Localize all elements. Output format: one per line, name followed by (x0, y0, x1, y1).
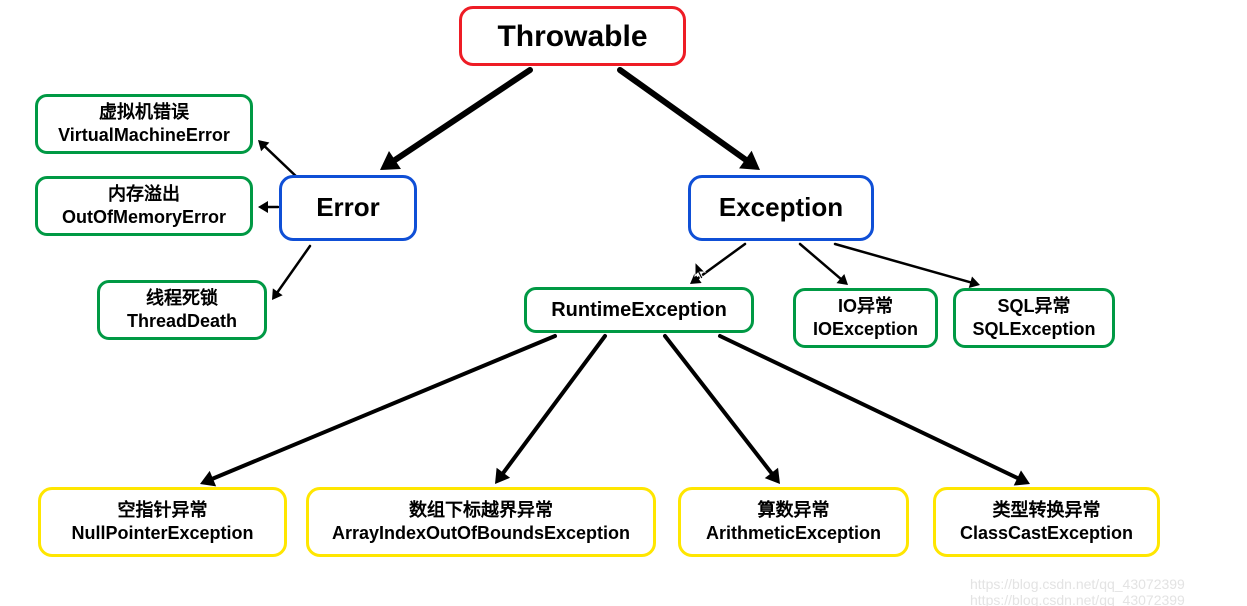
node-ioex: IO异常IOException (793, 288, 938, 348)
edge-exception-ioex-head (836, 274, 848, 285)
edge-runtime-ccast (720, 336, 1019, 479)
node-vmerror: 虚拟机错误VirtualMachineError (35, 94, 253, 154)
node-sqlex-label1: SQL异常 (997, 295, 1070, 318)
node-ioex-label2: IOException (813, 318, 918, 341)
node-sqlex: SQL异常SQLException (953, 288, 1115, 348)
node-error-label1: Error (316, 191, 380, 225)
node-ccast-label2: ClassCastException (960, 522, 1133, 545)
node-tdeath-label1: 线程死锁 (146, 287, 218, 310)
node-arith-label2: ArithmeticException (706, 522, 881, 545)
node-npe-label2: NullPointerException (71, 522, 253, 545)
edge-runtime-aioob-head (495, 468, 510, 484)
watermark: https://blog.csdn.net/qq_43072399 https:… (970, 576, 1185, 606)
edge-error-tdeath-head (272, 288, 283, 300)
edge-throwable-exception-head (739, 151, 760, 170)
node-aioob-label1: 数组下标越界异常 (409, 499, 553, 522)
node-npe-label1: 空指针异常 (118, 499, 208, 522)
node-tdeath-label2: ThreadDeath (127, 310, 237, 333)
edge-exception-ioex (800, 244, 841, 279)
node-aioob: 数组下标越界异常ArrayIndexOutOfBoundsException (306, 487, 656, 557)
node-oom-label1: 内存溢出 (108, 183, 180, 206)
node-ccast: 类型转换异常ClassCastException (933, 487, 1160, 557)
edge-exception-sqlex (835, 244, 971, 283)
node-vmerror-label2: VirtualMachineError (58, 124, 230, 147)
node-error: Error (279, 175, 417, 241)
node-arith: 算数异常ArithmeticException (678, 487, 909, 557)
edge-throwable-error (393, 70, 530, 161)
edge-exception-sqlex-head (969, 277, 980, 289)
edge-exception-runtime-head (690, 273, 702, 284)
node-aioob-label2: ArrayIndexOutOfBoundsException (332, 522, 630, 545)
edge-runtime-npe (212, 336, 555, 479)
node-runtime: RuntimeException (524, 287, 754, 333)
node-ccast-label1: 类型转换异常 (993, 499, 1101, 522)
edge-runtime-aioob (503, 336, 605, 474)
node-exception-label1: Exception (719, 191, 843, 225)
edge-exception-runtime (697, 244, 745, 279)
node-exception: Exception (688, 175, 874, 241)
node-vmerror-label1: 虚拟机错误 (99, 101, 189, 124)
cursor-icon (695, 262, 705, 279)
node-runtime-label1: RuntimeException (551, 297, 727, 323)
node-sqlex-label2: SQLException (972, 318, 1095, 341)
node-tdeath: 线程死锁ThreadDeath (97, 280, 267, 340)
edge-throwable-exception (620, 70, 747, 161)
node-throwable: Throwable (459, 6, 686, 66)
edge-runtime-arith-head (765, 468, 780, 484)
edge-runtime-npe-head (200, 471, 216, 487)
edge-runtime-ccast-head (1014, 470, 1030, 485)
watermark-line2: https://blog.csdn.net/qq_43072399 (970, 592, 1185, 606)
edge-error-vmerror-head (258, 140, 269, 151)
edge-error-oom-head (258, 201, 268, 213)
watermark-line1: https://blog.csdn.net/qq_43072399 (970, 576, 1185, 592)
node-oom-label2: OutOfMemoryError (62, 206, 226, 229)
node-npe: 空指针异常NullPointerException (38, 487, 287, 557)
edge-runtime-arith (665, 336, 772, 474)
edge-error-tdeath (277, 246, 310, 293)
node-oom: 内存溢出OutOfMemoryError (35, 176, 253, 236)
node-arith-label1: 算数异常 (758, 499, 830, 522)
node-throwable-label1: Throwable (497, 17, 647, 56)
node-ioex-label1: IO异常 (838, 295, 893, 318)
edge-throwable-error-head (380, 151, 401, 170)
